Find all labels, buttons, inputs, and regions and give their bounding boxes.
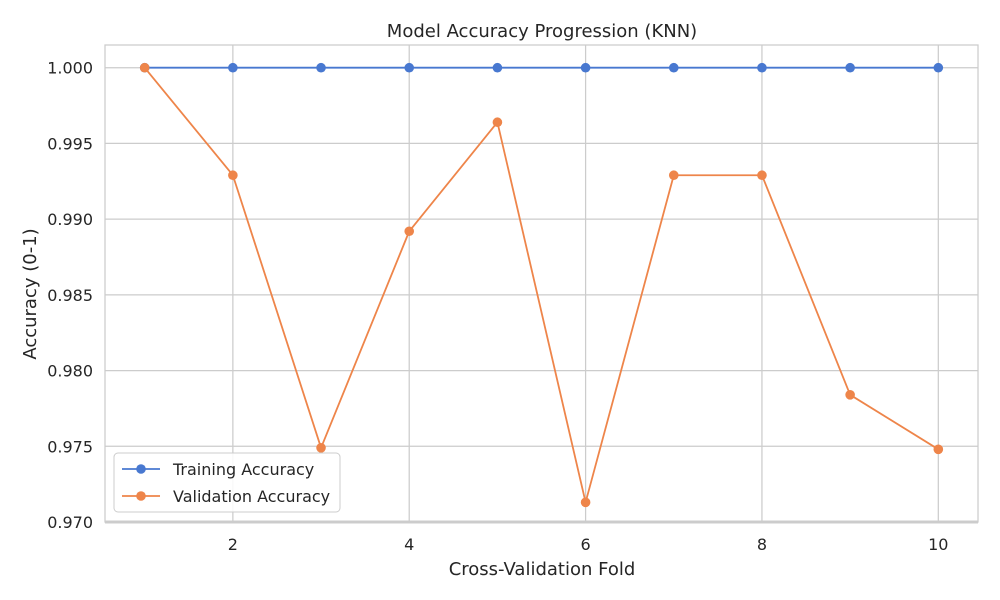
y-tick-label: 0.980 bbox=[47, 362, 93, 381]
y-tick-label: 1.000 bbox=[47, 59, 93, 78]
axes-spine bbox=[104, 44, 979, 523]
legend: Training Accuracy Validation Accuracy bbox=[113, 452, 341, 513]
data-point bbox=[492, 62, 503, 73]
tick-labels: 2 4 6 8 10 0.970 0.975 0.980 0.985 0.990 0.995 1.00… bbox=[47, 59, 948, 554]
grid bbox=[105, 45, 978, 523]
data-point bbox=[668, 170, 679, 181]
data-point bbox=[933, 62, 944, 73]
x-axis-label: Cross-Validation Fold bbox=[449, 559, 636, 580]
data-point bbox=[228, 62, 238, 73]
data-point bbox=[845, 390, 855, 400]
y-axis-label: Accuracy (0-1) bbox=[20, 228, 41, 359]
data-point bbox=[316, 62, 326, 73]
y-tick-label: 0.970 bbox=[47, 513, 93, 532]
data-point bbox=[580, 62, 591, 73]
series-training bbox=[139, 62, 944, 73]
y-tick-label: 0.990 bbox=[47, 210, 93, 229]
y-tick-label: 0.995 bbox=[47, 134, 93, 153]
data-point bbox=[139, 62, 150, 73]
chart-title: Model Accuracy Progression (KNN) bbox=[387, 21, 697, 42]
legend-swatch-marker bbox=[136, 491, 146, 501]
legend-box bbox=[113, 452, 341, 513]
x-tick-label: 8 bbox=[757, 535, 767, 554]
legend-swatch-marker bbox=[136, 464, 146, 474]
data-point bbox=[580, 497, 591, 508]
data-point bbox=[316, 443, 326, 453]
data-point bbox=[933, 444, 944, 455]
data-point bbox=[668, 62, 679, 73]
x-tick-label: 2 bbox=[228, 535, 238, 554]
y-tick-label: 0.985 bbox=[47, 286, 93, 305]
legend-item-training: Training Accuracy bbox=[122, 460, 314, 479]
data-point bbox=[404, 226, 415, 237]
legend-label-validation: Validation Accuracy bbox=[173, 487, 330, 506]
x-tick-label: 4 bbox=[404, 535, 414, 554]
data-point bbox=[757, 170, 767, 181]
x-tick-label: 10 bbox=[928, 535, 948, 554]
plot-area bbox=[139, 62, 944, 508]
data-point bbox=[492, 117, 503, 128]
data-point bbox=[228, 170, 238, 181]
legend-item-validation: Validation Accuracy bbox=[122, 487, 330, 506]
series-line bbox=[143, 67, 939, 504]
y-tick-label: 0.975 bbox=[47, 437, 93, 456]
x-tick-label: 6 bbox=[580, 535, 590, 554]
axes-frame bbox=[104, 44, 979, 524]
data-point bbox=[845, 62, 855, 73]
series-validation bbox=[139, 62, 944, 508]
legend-label-training: Training Accuracy bbox=[172, 460, 314, 479]
data-point bbox=[404, 62, 415, 73]
data-point bbox=[757, 62, 767, 73]
